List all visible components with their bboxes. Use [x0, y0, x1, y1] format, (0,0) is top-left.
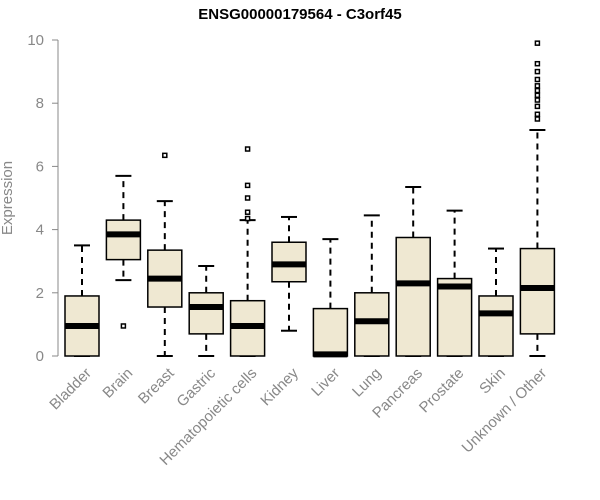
y-tick-label: 0: [36, 348, 44, 365]
y-tick-label: 10: [27, 32, 44, 49]
box-2: [147, 152, 183, 357]
outlier-point: [534, 97, 541, 103]
outlier-point: [534, 60, 541, 67]
outlier-point: [244, 182, 251, 189]
box-7: [354, 214, 390, 357]
y-tick-label: 2: [36, 285, 44, 302]
outlier-point: [534, 116, 541, 122]
box-6: [312, 238, 349, 358]
outlier-point: [162, 152, 168, 159]
x-category-label: Bladder: [46, 365, 95, 414]
iqr-box: [395, 236, 431, 357]
box-0: [64, 244, 100, 357]
outlier-point: [534, 111, 541, 118]
x-category-label: Lung: [349, 365, 385, 401]
y-axis-title: Expression: [0, 161, 16, 235]
outlier-point: [534, 40, 541, 46]
outlier-point: [244, 215, 251, 222]
box-5: [271, 215, 307, 332]
x-category-label: Kidney: [257, 364, 302, 409]
box-9: [436, 209, 473, 357]
x-category-label: Skin: [476, 365, 509, 398]
box-3: [188, 264, 224, 357]
outlier-point: [534, 83, 541, 89]
x-category-label: Breast: [135, 364, 178, 407]
iqr-box: [354, 292, 390, 357]
outlier-point: [534, 92, 541, 99]
iqr-box: [188, 292, 224, 335]
y-tick-label: 4: [36, 222, 44, 239]
y-tick-label: 8: [36, 95, 44, 112]
box-1: [105, 174, 142, 329]
outlier-point: [534, 103, 541, 110]
chart-title: ENSG00000179564 - C3orf45: [198, 6, 402, 23]
box-11: [519, 40, 556, 357]
box-4: [229, 146, 266, 357]
box-10: [478, 247, 514, 357]
box-8: [395, 185, 431, 357]
outlier-point: [534, 76, 541, 83]
iqr-box: [519, 247, 556, 335]
outlier-point: [244, 195, 251, 201]
iqr-box: [312, 307, 349, 357]
x-category-label: Brain: [99, 365, 136, 402]
iqr-box: [105, 219, 142, 261]
x-category-label: Liver: [308, 365, 343, 400]
outlier-point: [534, 87, 541, 94]
x-category-label: Prostate: [416, 365, 468, 417]
y-tick-label: 6: [36, 158, 44, 175]
iqr-box: [478, 295, 514, 357]
outlier-point: [534, 68, 541, 75]
outlier-point: [244, 146, 251, 152]
outlier-point: [244, 209, 251, 215]
iqr-box: [436, 277, 473, 357]
outlier-point: [120, 323, 127, 329]
